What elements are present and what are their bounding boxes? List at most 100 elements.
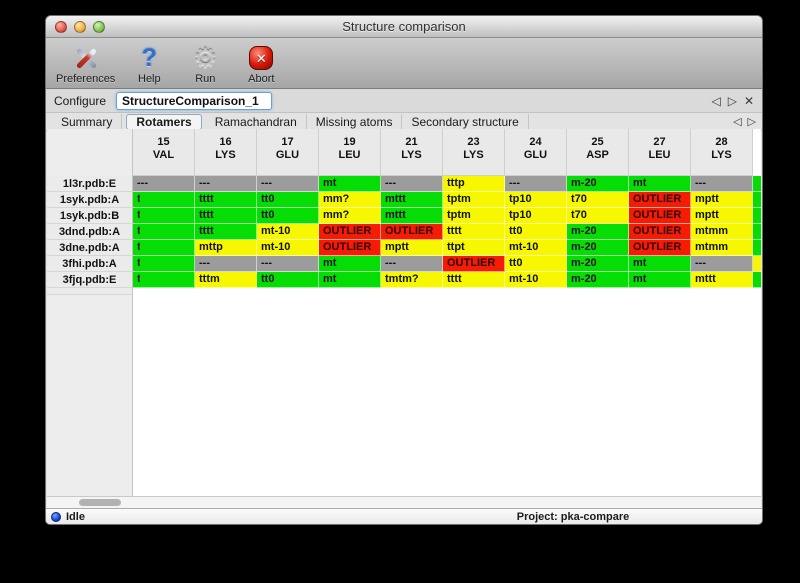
- rotamer-cell[interactable]: t: [133, 192, 195, 208]
- rotamer-cell[interactable]: tttt: [443, 272, 505, 288]
- rotamer-cell[interactable]: m-20: [567, 224, 629, 240]
- toolbar-button-abort[interactable]: ✕ Abort: [235, 43, 287, 86]
- column-header-25[interactable]: 25 ASP: [567, 129, 629, 175]
- rotamer-cell[interactable]: tp10: [505, 192, 567, 208]
- rotamer-cell[interactable]: mttp: [195, 240, 257, 256]
- rotamer-cell[interactable]: mt-10: [505, 272, 567, 288]
- rotamer-cell[interactable]: mt: [629, 176, 691, 192]
- rotamer-cell[interactable]: OUTLIER: [381, 224, 443, 240]
- rotamer-cell[interactable]: tt0: [505, 224, 567, 240]
- column-header-17[interactable]: 17 GLU: [257, 129, 319, 175]
- column-header-28[interactable]: 28 LYS: [691, 129, 753, 175]
- row-label[interactable]: 1l3r.pdb:E: [47, 176, 133, 192]
- rotamer-cell[interactable]: tmtm?: [381, 272, 443, 288]
- rotamer-cell[interactable]: tt0: [257, 272, 319, 288]
- toolbar-button-help[interactable]: ? Help: [123, 43, 175, 86]
- tab-summary[interactable]: Summary: [52, 113, 123, 130]
- zoom-window-button[interactable]: [93, 21, 105, 33]
- rotamer-cell[interactable]: mttt: [381, 192, 443, 208]
- column-header-21[interactable]: 21 LYS: [381, 129, 443, 175]
- rotamer-cell[interactable]: ---: [133, 176, 195, 192]
- rotamer-cell[interactable]: OUTLIER: [443, 256, 505, 272]
- rotamer-cell[interactable]: m-20: [567, 272, 629, 288]
- rotamer-cell[interactable]: ---: [691, 176, 753, 192]
- column-header-27[interactable]: 27 LEU: [629, 129, 691, 175]
- rotamer-cell[interactable]: mptt: [691, 208, 753, 224]
- rotamer-cell[interactable]: OUTLIER: [319, 240, 381, 256]
- nav-back-icon[interactable]: ◁: [711, 93, 721, 108]
- horizontal-scrollbar[interactable]: [47, 496, 761, 508]
- rotamer-cell[interactable]: ---: [195, 176, 257, 192]
- minimize-window-button[interactable]: [74, 21, 86, 33]
- rotamer-cell[interactable]: m-20: [567, 240, 629, 256]
- rotamer-cell[interactable]: mt: [629, 256, 691, 272]
- rotamer-cell[interactable]: ---: [505, 176, 567, 192]
- rotamer-cell[interactable]: tt0: [257, 192, 319, 208]
- rotamer-cell[interactable]: tt0: [505, 256, 567, 272]
- rotamer-cell[interactable]: mttt: [691, 272, 753, 288]
- rotamer-cell[interactable]: mt: [319, 176, 381, 192]
- rotamer-cell[interactable]: ---: [257, 256, 319, 272]
- rotamer-cell[interactable]: mt-10: [505, 240, 567, 256]
- rotamer-cell[interactable]: ---: [195, 256, 257, 272]
- row-label[interactable]: 1syk.pdb:B: [47, 208, 133, 224]
- rotamer-cell[interactable]: OUTLIER: [629, 208, 691, 224]
- rotamer-cell[interactable]: ---: [381, 256, 443, 272]
- toolbar-button-preferences[interactable]: Preferences: [52, 43, 119, 86]
- rotamer-cell[interactable]: ttpt: [443, 240, 505, 256]
- column-header-23[interactable]: 23 LYS: [443, 129, 505, 175]
- rotamer-cell[interactable]: t70: [567, 192, 629, 208]
- column-header-19[interactable]: 19 LEU: [319, 129, 381, 175]
- column-header-24[interactable]: 24 GLU: [505, 129, 567, 175]
- rotamer-cell[interactable]: mtmm: [691, 240, 753, 256]
- rotamer-cell[interactable]: t70: [567, 208, 629, 224]
- rotamer-cell[interactable]: m-20: [567, 256, 629, 272]
- row-label[interactable]: 3dne.pdb:A: [47, 240, 133, 256]
- close-window-button[interactable]: [55, 21, 67, 33]
- rotamer-cell[interactable]: tttt: [443, 224, 505, 240]
- rotamer-cell[interactable]: mt: [319, 272, 381, 288]
- rotamer-cell[interactable]: mm?: [319, 192, 381, 208]
- rotamer-cell[interactable]: tptm: [443, 192, 505, 208]
- column-header-16[interactable]: 16 LYS: [195, 129, 257, 175]
- rotamer-cell[interactable]: t: [133, 240, 195, 256]
- rotamer-cell[interactable]: OUTLIER: [629, 224, 691, 240]
- rotamer-cell[interactable]: ---: [381, 176, 443, 192]
- rotamer-cell[interactable]: mt-10: [257, 240, 319, 256]
- rotamer-cell[interactable]: ---: [691, 256, 753, 272]
- rotamer-cell[interactable]: mt: [629, 272, 691, 288]
- tab-secondary-structure[interactable]: Secondary structure: [402, 113, 529, 130]
- scrollbar-thumb[interactable]: [79, 499, 121, 506]
- rotamer-cell[interactable]: tttm: [195, 272, 257, 288]
- rotamer-cell[interactable]: OUTLIER: [319, 224, 381, 240]
- rotamer-cell[interactable]: OUTLIER: [629, 192, 691, 208]
- tab-rotamers[interactable]: Rotamers: [126, 113, 202, 130]
- rotamer-cell[interactable]: t: [133, 208, 195, 224]
- rotamer-cell[interactable]: tttt: [195, 192, 257, 208]
- rotamer-cell[interactable]: mtmm: [691, 224, 753, 240]
- job-name-input[interactable]: [116, 91, 273, 110]
- rotamer-cell[interactable]: m-20: [567, 176, 629, 192]
- title-bar[interactable]: Structure comparison: [46, 16, 762, 38]
- row-label[interactable]: 3fhi.pdb:A: [47, 256, 133, 272]
- rotamer-cell[interactable]: tttp: [443, 176, 505, 192]
- rotamer-cell[interactable]: tt0: [257, 208, 319, 224]
- rotamer-cell[interactable]: mptt: [691, 192, 753, 208]
- rotamer-cell[interactable]: mptt: [381, 240, 443, 256]
- rotamer-cell[interactable]: t: [133, 256, 195, 272]
- rotamer-cell[interactable]: t: [133, 272, 195, 288]
- row-label[interactable]: 3fjq.pdb:E: [47, 272, 133, 288]
- column-header-15[interactable]: 15 VAL: [133, 129, 195, 175]
- tab-nav-back-icon[interactable]: ◁: [733, 116, 742, 128]
- rotamer-cell[interactable]: mt-10: [257, 224, 319, 240]
- rotamer-cell[interactable]: OUTLIER: [629, 240, 691, 256]
- tab-ramachandran[interactable]: Ramachandran: [206, 113, 307, 130]
- rotamer-cell[interactable]: tptm: [443, 208, 505, 224]
- rotamer-cell[interactable]: tttt: [195, 208, 257, 224]
- rotamer-cell[interactable]: mm?: [319, 208, 381, 224]
- nav-forward-icon[interactable]: ▷: [727, 93, 737, 108]
- tab-missing-atoms[interactable]: Missing atoms: [307, 113, 403, 130]
- rotamer-cell[interactable]: tp10: [505, 208, 567, 224]
- tab-nav-forward-icon[interactable]: ▷: [747, 116, 756, 128]
- rotamer-cell[interactable]: t: [133, 224, 195, 240]
